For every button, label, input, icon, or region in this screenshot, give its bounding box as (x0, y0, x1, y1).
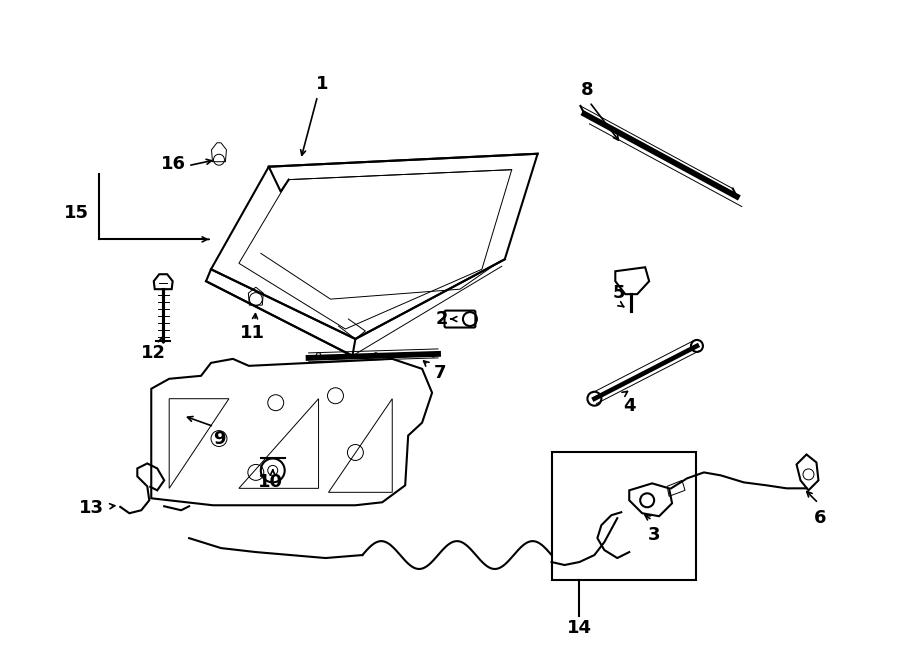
Text: 2: 2 (436, 310, 448, 328)
Text: 4: 4 (623, 397, 635, 414)
Text: 8: 8 (581, 81, 594, 99)
Text: 5: 5 (613, 284, 626, 302)
Text: 16: 16 (161, 155, 185, 173)
Text: 10: 10 (258, 473, 284, 491)
Text: 7: 7 (434, 364, 446, 382)
Text: 13: 13 (79, 499, 104, 518)
Bar (552, 453, 696, 580)
Text: 1: 1 (316, 75, 328, 93)
Text: 11: 11 (240, 324, 266, 342)
Text: 3: 3 (648, 526, 661, 544)
Text: 14: 14 (567, 619, 592, 637)
Text: 12: 12 (140, 344, 166, 362)
Text: 6: 6 (814, 509, 827, 527)
Text: 15: 15 (64, 204, 89, 223)
Text: 9: 9 (212, 430, 225, 447)
